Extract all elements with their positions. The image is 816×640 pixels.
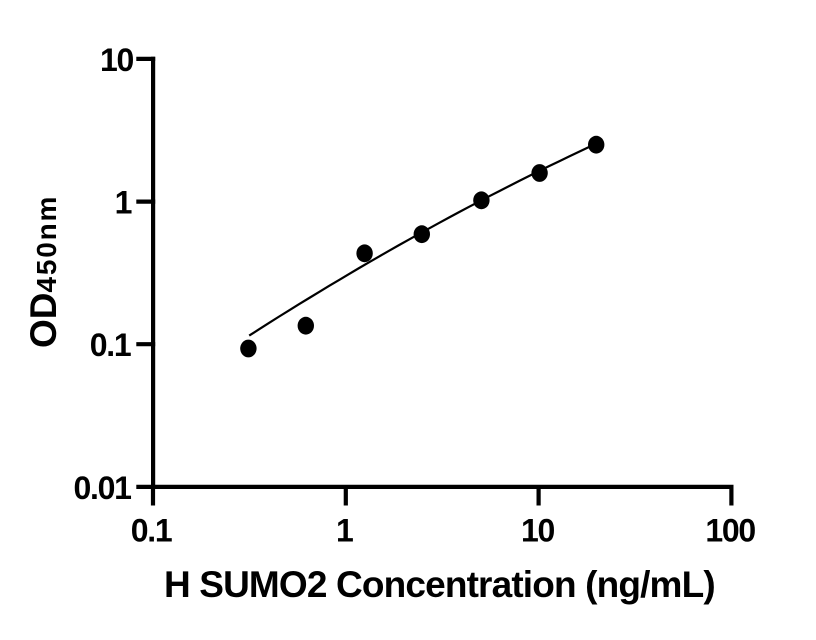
svg-text:H SUMO2 Concentration (ng/mL): H SUMO2 Concentration (ng/mL) [164,564,715,605]
svg-text:10: 10 [521,513,554,549]
svg-text:1: 1 [115,185,132,221]
svg-text:0.01: 0.01 [74,470,132,506]
svg-text:0.1: 0.1 [90,327,131,363]
svg-text:1: 1 [336,513,353,549]
svg-text:0.1: 0.1 [131,513,172,549]
svg-text:10: 10 [100,42,133,78]
svg-text:100: 100 [705,513,755,549]
